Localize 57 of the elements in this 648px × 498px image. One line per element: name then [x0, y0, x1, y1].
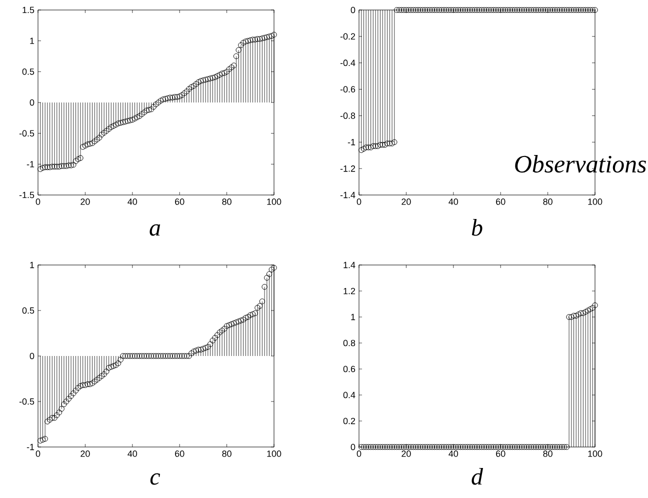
x-tick-label: 20	[402, 450, 411, 457]
y-tick-label: -0.6	[340, 86, 356, 92]
y-tick-label: -0.2	[340, 33, 356, 40]
x-tick-label: 0	[356, 198, 362, 205]
x-tick-label: 0	[356, 450, 362, 457]
y-tick-label: -0.4	[340, 60, 356, 66]
y-tick-label: 1.5	[22, 6, 34, 14]
y-tick-label: -1	[26, 161, 34, 168]
y-tick-label: -1	[348, 139, 356, 146]
x-tick-label: 40	[128, 450, 138, 457]
y-tick-label: -0.8	[340, 112, 356, 119]
y-tick-label: 0.4	[343, 392, 356, 398]
y-tick-label: -1.2	[340, 165, 356, 172]
y-tick-label: 0.2	[343, 418, 356, 424]
y-tick-label: 0.8	[343, 340, 356, 346]
x-tick-label: 0	[36, 450, 40, 457]
y-tick-label: 0	[30, 99, 34, 106]
x-tick-label: 40	[448, 198, 458, 205]
x-tick-label: 60	[175, 450, 184, 457]
y-tick-label: 0.5	[22, 68, 34, 75]
y-tick-label: 0.5	[22, 307, 34, 314]
y-tick-label: 0.6	[343, 366, 356, 372]
y-tick-label: -1	[26, 444, 34, 450]
x-tick-label: 20	[80, 450, 90, 457]
x-tick-label: 100	[588, 450, 602, 457]
y-tick-label: 0	[350, 444, 356, 450]
annotation: Observations	[515, 155, 646, 173]
x-axis-title: c	[150, 473, 160, 485]
y-tick-label: 1	[30, 262, 34, 268]
x-tick-label: 20	[80, 198, 90, 205]
y-tick-label: 1.2	[344, 288, 356, 294]
y-tick-label: 1	[351, 314, 356, 320]
x-tick-label: 60	[175, 198, 184, 205]
x-axis-title: d	[472, 468, 484, 485]
x-tick-label: 60	[496, 198, 506, 205]
x-tick-label: 80	[222, 450, 232, 457]
x-axis-title: a	[150, 224, 160, 236]
y-tick-label: 0	[30, 352, 34, 360]
y-tick-label: -1.5	[19, 192, 34, 198]
x-axis-title: b	[472, 218, 482, 236]
x-tick-label: 80	[543, 198, 552, 205]
x-tick-label: 40	[448, 450, 458, 457]
x-tick-label: 100	[588, 198, 602, 205]
x-tick-label: 100	[267, 198, 282, 205]
y-tick-label: 1	[30, 38, 34, 44]
x-tick-label: 60	[496, 450, 506, 457]
x-tick-label: 20	[402, 198, 411, 205]
y-tick-label: -1.4	[340, 192, 356, 198]
x-tick-label: 100	[267, 450, 282, 457]
y-tick-label: -0.5	[19, 130, 34, 137]
y-tick-label: 1.4	[344, 262, 356, 268]
x-tick-label: 80	[543, 450, 552, 457]
y-tick-label: 0	[350, 6, 356, 14]
y-tick-label: -0.5	[19, 398, 34, 405]
x-tick-label: 40	[128, 198, 138, 205]
x-tick-label: 0	[36, 198, 40, 205]
x-tick-label: 80	[222, 198, 232, 205]
